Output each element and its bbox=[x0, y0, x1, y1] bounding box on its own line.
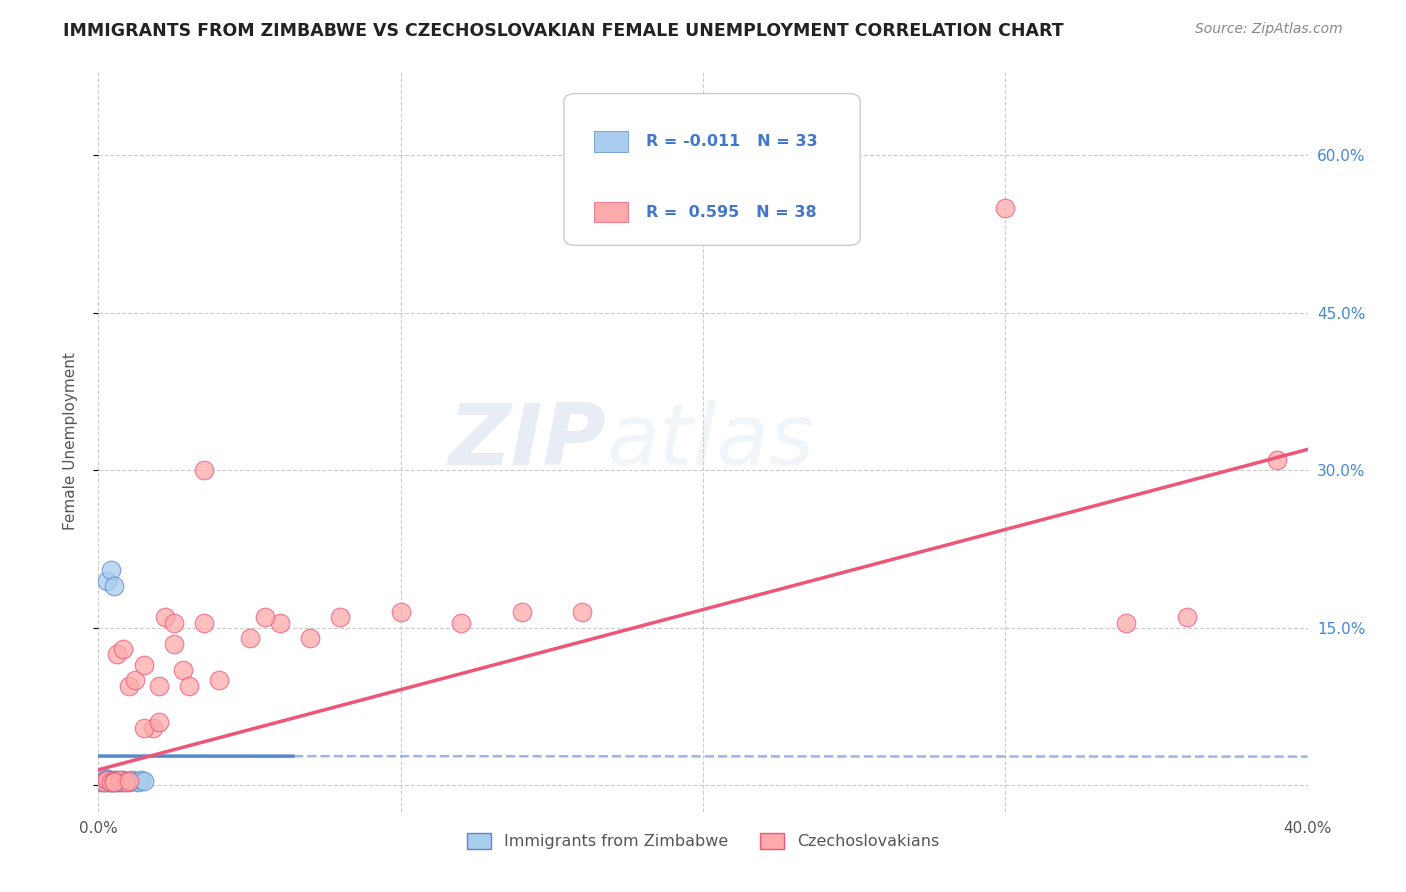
Point bbox=[108, 775, 131, 789]
Point bbox=[118, 679, 141, 693]
Point bbox=[96, 773, 118, 788]
Point bbox=[118, 775, 141, 789]
Point bbox=[127, 775, 149, 789]
Point bbox=[253, 610, 276, 624]
Point bbox=[105, 773, 128, 788]
Point bbox=[100, 563, 122, 577]
Point bbox=[132, 657, 155, 672]
Point bbox=[114, 775, 136, 789]
FancyBboxPatch shape bbox=[595, 131, 628, 152]
Point bbox=[96, 772, 118, 787]
Point bbox=[1175, 610, 1198, 624]
Point bbox=[111, 642, 134, 657]
Y-axis label: Female Unemployment: Female Unemployment bbox=[63, 352, 77, 531]
Point bbox=[103, 775, 125, 789]
Point bbox=[389, 605, 412, 619]
Point bbox=[105, 647, 128, 661]
Point bbox=[269, 615, 291, 630]
Point bbox=[108, 774, 131, 789]
Point bbox=[153, 610, 176, 624]
Text: R =  0.595   N = 38: R = 0.595 N = 38 bbox=[647, 204, 817, 219]
Point bbox=[103, 774, 125, 789]
Text: IMMIGRANTS FROM ZIMBABWE VS CZECHOSLOVAKIAN FEMALE UNEMPLOYMENT CORRELATION CHAR: IMMIGRANTS FROM ZIMBABWE VS CZECHOSLOVAK… bbox=[63, 22, 1064, 40]
Point bbox=[93, 775, 115, 789]
Point bbox=[193, 463, 215, 477]
Point bbox=[239, 632, 262, 646]
FancyBboxPatch shape bbox=[595, 202, 628, 222]
Point bbox=[100, 775, 122, 789]
Point bbox=[111, 773, 134, 788]
Point bbox=[124, 774, 146, 789]
Point bbox=[96, 574, 118, 588]
Point bbox=[148, 715, 170, 730]
Point bbox=[90, 773, 112, 788]
Point bbox=[129, 773, 152, 788]
Text: atlas: atlas bbox=[606, 400, 814, 483]
Point bbox=[100, 774, 122, 789]
Point bbox=[118, 774, 141, 789]
Point bbox=[114, 774, 136, 789]
Point bbox=[105, 774, 128, 789]
Point bbox=[90, 775, 112, 789]
Text: R = -0.011   N = 33: R = -0.011 N = 33 bbox=[647, 134, 818, 149]
Point bbox=[208, 673, 231, 688]
Point bbox=[1267, 453, 1289, 467]
FancyBboxPatch shape bbox=[564, 94, 860, 245]
Point bbox=[96, 774, 118, 789]
Point bbox=[1115, 615, 1137, 630]
Point bbox=[93, 775, 115, 789]
Point bbox=[142, 721, 165, 735]
Text: ZIP: ZIP bbox=[449, 400, 606, 483]
Text: Source: ZipAtlas.com: Source: ZipAtlas.com bbox=[1195, 22, 1343, 37]
Point bbox=[994, 201, 1017, 215]
Point bbox=[163, 637, 186, 651]
Point bbox=[193, 615, 215, 630]
Point bbox=[100, 775, 122, 789]
Point bbox=[179, 679, 201, 693]
Point bbox=[148, 679, 170, 693]
Point bbox=[111, 775, 134, 789]
Point bbox=[450, 615, 472, 630]
Point bbox=[100, 773, 122, 788]
Point bbox=[172, 663, 194, 677]
Point bbox=[93, 771, 115, 785]
Point bbox=[163, 615, 186, 630]
Point bbox=[329, 610, 352, 624]
Point bbox=[571, 605, 593, 619]
Point bbox=[108, 773, 131, 788]
Point bbox=[299, 632, 322, 646]
Point bbox=[103, 775, 125, 789]
Point bbox=[124, 673, 146, 688]
Point bbox=[510, 605, 533, 619]
Point bbox=[103, 773, 125, 788]
Point bbox=[132, 774, 155, 789]
Point bbox=[96, 775, 118, 789]
Point bbox=[105, 775, 128, 789]
Legend: Immigrants from Zimbabwe, Czechoslovakians: Immigrants from Zimbabwe, Czechoslovakia… bbox=[461, 826, 945, 855]
Point bbox=[121, 773, 143, 788]
Point bbox=[100, 775, 122, 789]
Point bbox=[96, 773, 118, 788]
Point bbox=[103, 774, 125, 789]
Point bbox=[103, 579, 125, 593]
Point bbox=[132, 721, 155, 735]
Point bbox=[93, 774, 115, 789]
